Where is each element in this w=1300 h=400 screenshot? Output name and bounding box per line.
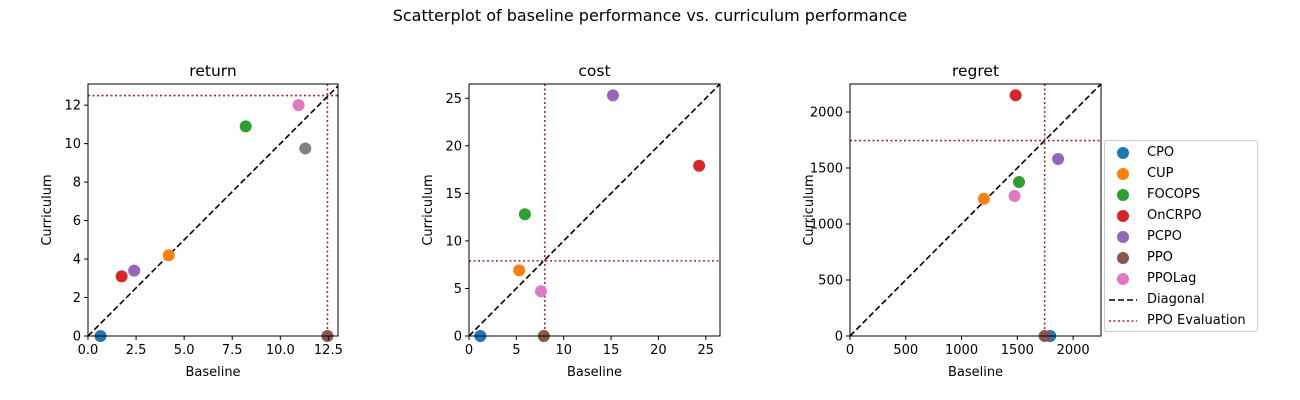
legend-marker-focops	[1117, 189, 1129, 201]
y-tick-label-cost: 10	[445, 234, 462, 249]
x-tick-label-regret: 1500	[1001, 343, 1034, 358]
legend-item-pcpo: PCPO	[1105, 227, 1259, 247]
y-tick-label-cost: 0	[454, 330, 462, 345]
x-axis-label-return: Baseline	[185, 365, 240, 380]
y-axis-label-cost: Curriculum	[421, 174, 436, 245]
panel-cost: 0 5 10 15 20 25 0 5 10 15 20 25 cost Baseline Curricul…	[421, 62, 721, 380]
y-tick-label-regret: 500	[818, 274, 843, 289]
legend-label-focops: FOCOPS	[1147, 187, 1201, 202]
x-tick-label-cost: 15	[603, 343, 620, 358]
point-regret-pcpo	[1052, 153, 1065, 166]
legend-label-ppo: PPO	[1147, 250, 1173, 265]
y-tick-label-return: 6	[73, 214, 81, 229]
x-tick-label-return: 2.5	[126, 343, 147, 358]
y-tick-label-cost: 5	[454, 282, 462, 297]
axes-frame-regret	[849, 83, 1102, 337]
x-axis-label-cost: Baseline	[567, 365, 622, 380]
axes-frame-cost	[468, 83, 721, 337]
legend-item-diagonal: Diagonal	[1105, 290, 1259, 310]
x-tick-label-return: 12.5	[314, 343, 343, 358]
legend-item-focops: FOCOPS	[1105, 185, 1259, 205]
point-cost-pcpo	[606, 89, 619, 102]
y-tick-label-return: 12	[64, 99, 81, 114]
x-tick-label-regret: 500	[893, 343, 918, 358]
y-tick-label-return: 0	[73, 330, 81, 345]
point-cost-oncrpo	[693, 159, 706, 172]
legend-label-ppo-evaluation: PPO Evaluation	[1147, 313, 1246, 328]
x-tick-label-return: 7.5	[222, 343, 243, 358]
legend-label-oncrpo: OnCRPO	[1147, 208, 1202, 223]
legend-item-ppolag: PPOLag	[1105, 269, 1259, 289]
legend: CPO CUP FOCOPS OnCRPO PCPO PPO PPOLag Di…	[1104, 140, 1258, 332]
legend-marker-ppo-evaluation	[1109, 320, 1137, 322]
panel-title-regret: regret	[952, 62, 999, 80]
point-return-unlabeled-7	[299, 142, 312, 155]
point-return-oncrpo	[115, 270, 128, 283]
x-tick-label-return: 0.0	[78, 343, 99, 358]
x-tick-label-regret: 1000	[945, 343, 978, 358]
x-tick-label-cost: 5	[512, 343, 520, 358]
y-tick-label-return: 4	[73, 253, 81, 268]
x-tick-label-cost: 0	[465, 343, 473, 358]
y-tick-label-regret: 2000	[810, 106, 843, 121]
point-return-pcpo	[128, 264, 141, 277]
legend-marker-pcpo	[1117, 231, 1129, 243]
legend-marker-diagonal	[1109, 299, 1137, 301]
legend-marker-oncrpo	[1117, 210, 1129, 222]
point-return-focops	[239, 120, 252, 133]
legend-marker-cup	[1117, 168, 1129, 180]
x-tick-label-regret: 0	[846, 343, 854, 358]
y-tick-label-regret: 1500	[810, 162, 843, 177]
point-cost-ppolag	[534, 285, 547, 298]
y-tick-label-regret: 1000	[810, 218, 843, 233]
y-tick-label-return: 2	[73, 291, 81, 306]
y-tick-label-cost: 15	[445, 187, 462, 202]
point-return-cup	[162, 249, 175, 262]
legend-item-ppo-evaluation: PPO Evaluation	[1105, 311, 1259, 331]
y-axis-label-regret: Curriculum	[802, 174, 817, 245]
diagonal-line-cost	[469, 84, 720, 336]
legend-label-diagonal: Diagonal	[1147, 292, 1205, 307]
legend-marker-cpo	[1117, 147, 1129, 159]
point-regret-ppolag	[1008, 190, 1021, 202]
x-tick-label-cost: 20	[650, 343, 667, 358]
diagonal-line-return	[88, 84, 338, 336]
panel-return: 0.0 2.5 5.0 7.5 10.0 12.5 0 2 4 6 8 10 12 return Basel…	[40, 62, 343, 380]
legend-item-oncrpo: OnCRPO	[1105, 206, 1259, 226]
legend-label-cpo: CPO	[1147, 145, 1175, 160]
y-tick-label-cost: 25	[445, 92, 462, 107]
legend-label-cup: CUP	[1147, 166, 1174, 181]
panel-title-cost: cost	[578, 62, 610, 80]
point-regret-cup	[977, 192, 990, 205]
legend-label-ppolag: PPOLag	[1147, 271, 1197, 286]
x-tick-label-cost: 10	[555, 343, 572, 358]
legend-marker-ppolag	[1117, 273, 1129, 285]
legend-marker-ppo	[1117, 252, 1129, 264]
legend-item-cpo: CPO	[1105, 143, 1259, 163]
y-tick-label-regret: 0	[835, 330, 843, 345]
x-axis-label-regret: Baseline	[948, 365, 1003, 380]
x-tick-label-return: 10.0	[266, 343, 295, 358]
legend-label-pcpo: PCPO	[1147, 229, 1182, 244]
point-regret-oncrpo	[1009, 89, 1022, 102]
y-tick-label-cost: 20	[445, 139, 462, 154]
legend-item-cup: CUP	[1105, 164, 1259, 184]
x-tick-label-cost: 25	[698, 343, 715, 358]
x-tick-label-regret: 2000	[1057, 343, 1090, 358]
y-tick-label-return: 10	[64, 137, 81, 152]
y-tick-label-return: 8	[73, 176, 81, 191]
panel-regret: 0 500 1000 1500 2000 0 500 1000 1500 2000 regret Ba…	[802, 62, 1102, 380]
point-cost-focops	[518, 208, 531, 221]
y-axis-label-return: Curriculum	[40, 174, 55, 245]
diagonal-line-regret	[850, 84, 1101, 336]
figure-title: Scatterplot of baseline performance vs. …	[392, 6, 908, 25]
panel-title-return: return	[189, 62, 236, 80]
x-tick-label-return: 5.0	[174, 343, 195, 358]
axes-frame-return	[87, 83, 339, 337]
point-regret-focops	[1013, 176, 1026, 188]
point-return-ppolag	[292, 99, 305, 112]
point-cost-cup	[513, 264, 526, 277]
legend-item-ppo: PPO	[1105, 248, 1259, 268]
